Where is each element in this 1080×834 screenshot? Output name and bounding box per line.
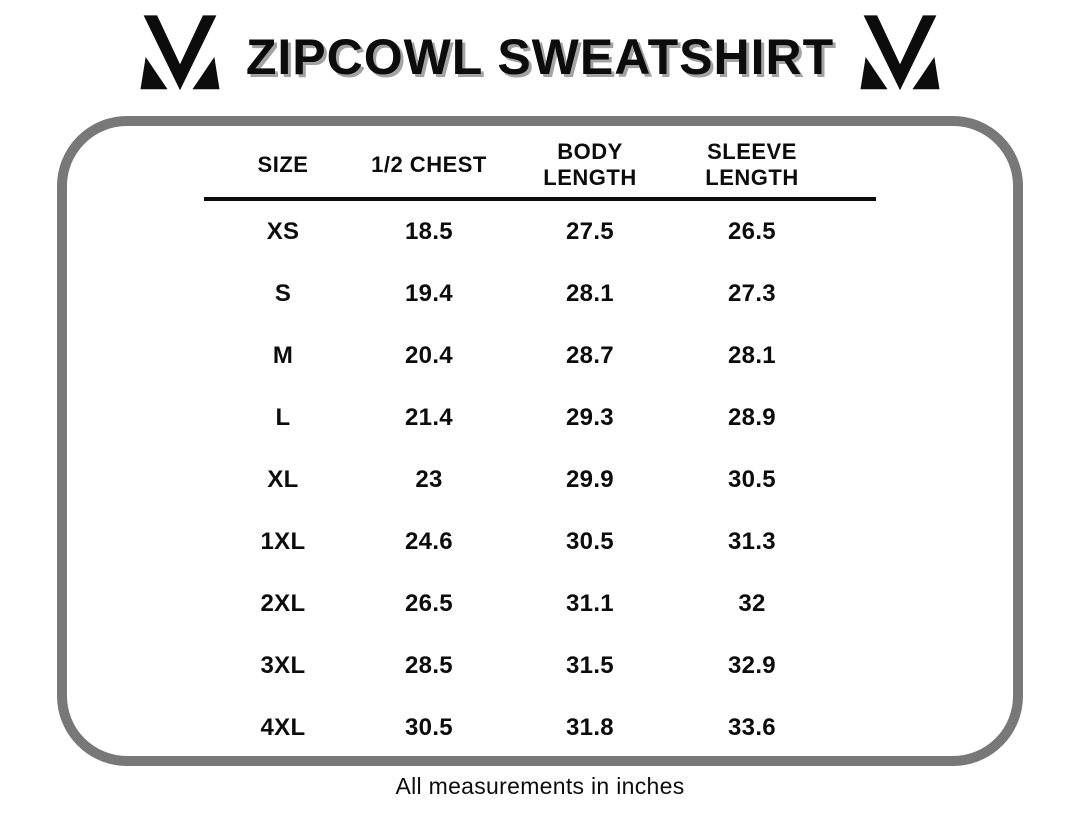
measurement-value: 21.4 bbox=[405, 404, 453, 431]
size-chart-panel bbox=[57, 116, 1023, 766]
measurement-value: 30.5 bbox=[566, 528, 614, 555]
measurement-value: 28.5 bbox=[405, 652, 453, 679]
table-row: XL 23 29.9 30.5 bbox=[204, 449, 876, 511]
size-label: XS bbox=[266, 218, 300, 245]
measurement-value: 29.3 bbox=[566, 404, 614, 431]
measurement-value: 29.9 bbox=[566, 466, 614, 493]
table-row: M 20.4 28.7 28.1 bbox=[204, 325, 876, 387]
measurement-value: 20.4 bbox=[405, 342, 453, 369]
brand-m-monogram-icon-right bbox=[848, 10, 952, 104]
measurement-value: 31.5 bbox=[566, 652, 614, 679]
measurement-value: 26.5 bbox=[728, 218, 776, 245]
measurement-value: 28.7 bbox=[566, 342, 614, 369]
measurement-value: 27.3 bbox=[728, 280, 776, 307]
table-row: XS 18.5 27.5 26.5 bbox=[204, 201, 876, 263]
table-row: L 21.4 29.3 28.9 bbox=[204, 387, 876, 449]
table-row: S 19.4 28.1 27.3 bbox=[204, 263, 876, 325]
measurement-value: 30.5 bbox=[728, 466, 776, 493]
column-header-sleeve-length: SLEEVE LENGTH bbox=[705, 138, 799, 190]
table-row: 2XL 26.5 31.1 32 bbox=[204, 573, 876, 635]
size-label: XL bbox=[267, 466, 299, 493]
table-row: 1XL 24.6 30.5 31.3 bbox=[204, 511, 876, 573]
measurement-value: 33.6 bbox=[728, 714, 776, 741]
measurement-value: 27.5 bbox=[566, 218, 614, 245]
size-table-body: XS 18.5 27.5 26.5 S 19.4 28.1 27.3 M 20.4 28.7 28.1… bbox=[204, 201, 876, 759]
column-header-body-length: BODY LENGTH bbox=[543, 138, 637, 190]
table-header-row: SIZE 1/2 CHEST BODY LENGTH SLEEVE LENGTH bbox=[204, 136, 876, 194]
size-label: 1XL bbox=[260, 528, 306, 555]
measurement-value: 28.1 bbox=[728, 342, 776, 369]
size-label: 3XL bbox=[260, 652, 306, 679]
measurement-value: 18.5 bbox=[405, 218, 453, 245]
size-label: 4XL bbox=[260, 714, 306, 741]
measurement-value: 30.5 bbox=[405, 714, 453, 741]
measurements-note: All measurements in inches bbox=[395, 773, 685, 799]
measurement-value: 31.1 bbox=[566, 590, 614, 617]
size-label: L bbox=[275, 404, 291, 431]
measurement-value: 19.4 bbox=[405, 280, 453, 307]
header: ZIPCOWL SWEATSHIRT bbox=[0, 4, 1080, 110]
size-label: S bbox=[274, 280, 292, 307]
table-row: 3XL 28.5 31.5 32.9 bbox=[204, 635, 876, 697]
column-header-half-chest: 1/2 CHEST bbox=[371, 151, 487, 177]
table-row: 4XL 30.5 31.8 33.6 bbox=[204, 697, 876, 759]
header-divider-line bbox=[204, 197, 876, 201]
measurement-value: 24.6 bbox=[405, 528, 453, 555]
measurement-value: 31.3 bbox=[728, 528, 776, 555]
size-label: 2XL bbox=[260, 590, 306, 617]
measurement-value: 28.9 bbox=[728, 404, 776, 431]
page-title: ZIPCOWL SWEATSHIRT bbox=[245, 29, 835, 85]
measurement-value: 28.1 bbox=[566, 280, 614, 307]
measurement-value: 26.5 bbox=[405, 590, 453, 617]
measurement-value: 31.8 bbox=[566, 714, 614, 741]
measurement-value: 23 bbox=[415, 466, 443, 493]
size-table: SIZE 1/2 CHEST BODY LENGTH SLEEVE LENGTH… bbox=[204, 136, 876, 759]
measurement-value: 32 bbox=[738, 590, 766, 617]
size-label: M bbox=[272, 342, 294, 369]
brand-m-monogram-icon-left bbox=[128, 10, 232, 104]
measurement-value: 32.9 bbox=[728, 652, 776, 679]
column-header-size: SIZE bbox=[257, 151, 309, 177]
